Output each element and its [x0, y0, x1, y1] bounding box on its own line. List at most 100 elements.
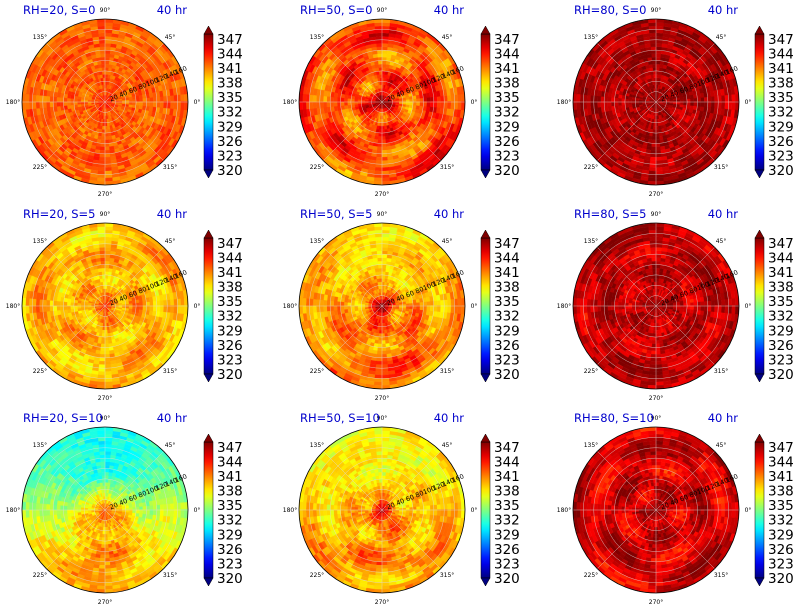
colorbar-tick-label: 341 — [768, 469, 793, 485]
colorbar-tick-label: 320 — [768, 163, 793, 179]
angle-tick-label: 315° — [163, 572, 177, 579]
colorbar-extend-max — [480, 229, 491, 239]
radial-tick-label: 60 — [405, 493, 416, 504]
polar-panel-8: 0°45°90°135°180°225°270°315°204060801001… — [283, 411, 520, 606]
angle-tick-label: 90° — [100, 415, 111, 422]
colorbar-tick-label: 332 — [494, 105, 520, 121]
colorbar-tick-label: 329 — [768, 323, 793, 339]
polar-panel-3: 0°45°90°135°180°225°270°315°204060801001… — [557, 3, 793, 198]
colorbar-bar — [480, 33, 491, 171]
radial-tick-label: 40 — [669, 293, 680, 304]
colorbar-extend-min — [754, 577, 765, 587]
angle-tick-label: 135° — [584, 238, 598, 245]
radial-tick-label: 40 — [118, 89, 129, 100]
panel-title: RH=20, S=0 — [23, 3, 95, 17]
radial-tick-label: 60 — [679, 493, 690, 504]
colorbar-tick-label: 338 — [768, 280, 793, 296]
colorbar-tick-label: 347 — [768, 236, 793, 252]
polar-frame — [21, 426, 189, 594]
angle-tick-label: 90° — [377, 211, 388, 218]
polar-grid — [572, 222, 740, 390]
panel-title: RH=80, S=10 — [574, 411, 654, 425]
colorbar-tick-label: 326 — [768, 542, 793, 558]
angle-tick-label: 315° — [163, 368, 177, 375]
polar-frame — [21, 18, 189, 186]
colorbar-tick-label: 320 — [217, 367, 243, 383]
angle-tick-label: 135° — [310, 34, 324, 41]
colorbar-tick-label: 341 — [217, 61, 243, 77]
angle-tick-label: 180° — [283, 303, 297, 310]
radial-tick-label: 80 — [137, 81, 148, 92]
radial-tick-label: 20 — [385, 93, 396, 104]
angle-tick-label: 45° — [165, 442, 176, 449]
colorbar-tick-label: 320 — [217, 571, 243, 587]
colorbar-extend-min — [754, 373, 765, 383]
colorbar-tick-label: 335 — [494, 90, 520, 106]
panel-time-label: 40 hr — [434, 207, 465, 221]
radial-tick-label: 80 — [688, 285, 699, 296]
angle-tick-label: 90° — [377, 7, 388, 14]
radial-tick-label: 60 — [128, 289, 139, 300]
colorbar-tick-label: 332 — [494, 513, 520, 529]
colorbar-extend-max — [754, 25, 765, 35]
angle-tick-label: 225° — [584, 572, 598, 579]
angle-tick-label: 45° — [165, 238, 176, 245]
angle-tick-label: 0° — [471, 303, 478, 310]
angle-tick-label: 135° — [584, 442, 598, 449]
colorbar-tick-label: 341 — [494, 469, 520, 485]
colorbar-tick-label: 335 — [494, 294, 520, 310]
angle-tick-label: 90° — [100, 211, 111, 218]
colorbar-tick-label: 338 — [768, 484, 793, 500]
angle-tick-label: 90° — [651, 211, 662, 218]
angle-tick-label: 180° — [557, 507, 571, 514]
radial-tick-label: 60 — [128, 85, 139, 96]
colorbar-tick-label: 344 — [217, 46, 243, 62]
colorbar-tick-label: 323 — [768, 556, 793, 572]
angle-tick-label: 225° — [584, 368, 598, 375]
angle-tick-label: 90° — [377, 415, 388, 422]
colorbar-extend-min — [203, 577, 214, 587]
polar-grid — [298, 426, 466, 594]
colorbar-tick-label: 341 — [217, 469, 243, 485]
colorbar-extend-min — [203, 373, 214, 383]
polar-grid — [21, 222, 189, 390]
colorbar-tick-label: 326 — [217, 338, 243, 354]
colorbar-tick-label: 347 — [217, 440, 243, 456]
angle-tick-label: 315° — [440, 164, 454, 171]
colorbar-tick-label: 344 — [768, 250, 793, 266]
colorbar-bar — [480, 441, 491, 579]
angle-tick-label: 270° — [375, 395, 389, 402]
angle-tick-label: 0° — [745, 99, 752, 106]
angle-tick-label: 270° — [98, 191, 112, 198]
colorbar-tick-label: 332 — [494, 309, 520, 325]
angle-tick-label: 225° — [584, 164, 598, 171]
colorbar-tick-label: 320 — [494, 571, 520, 587]
colorbar-tick-label: 332 — [768, 105, 793, 121]
colorbar-tick-label: 347 — [217, 236, 243, 252]
radial-tick-label: 20 — [385, 297, 396, 308]
angle-tick-label: 270° — [649, 191, 663, 198]
angle-tick-label: 90° — [651, 415, 662, 422]
radial-tick-label: 40 — [669, 497, 680, 508]
colorbar-tick-label: 344 — [768, 454, 793, 470]
colorbar-tick-label: 344 — [494, 46, 520, 62]
colorbar-tick-label: 347 — [494, 440, 520, 456]
radial-tick-label: 20 — [659, 93, 670, 104]
panel-title: RH=80, S=0 — [574, 3, 646, 17]
angle-tick-label: 90° — [100, 7, 111, 14]
angle-tick-label: 90° — [651, 7, 662, 14]
colorbar-tick-label: 335 — [217, 498, 243, 514]
colorbar-extend-min — [480, 373, 491, 383]
colorbar-tick-label: 347 — [768, 32, 793, 48]
colorbar-tick-label: 335 — [494, 498, 520, 514]
radial-tick-label: 20 — [108, 297, 119, 308]
colorbar-tick-label: 338 — [494, 280, 520, 296]
angle-tick-label: 315° — [714, 572, 728, 579]
polar-grid — [572, 426, 740, 594]
